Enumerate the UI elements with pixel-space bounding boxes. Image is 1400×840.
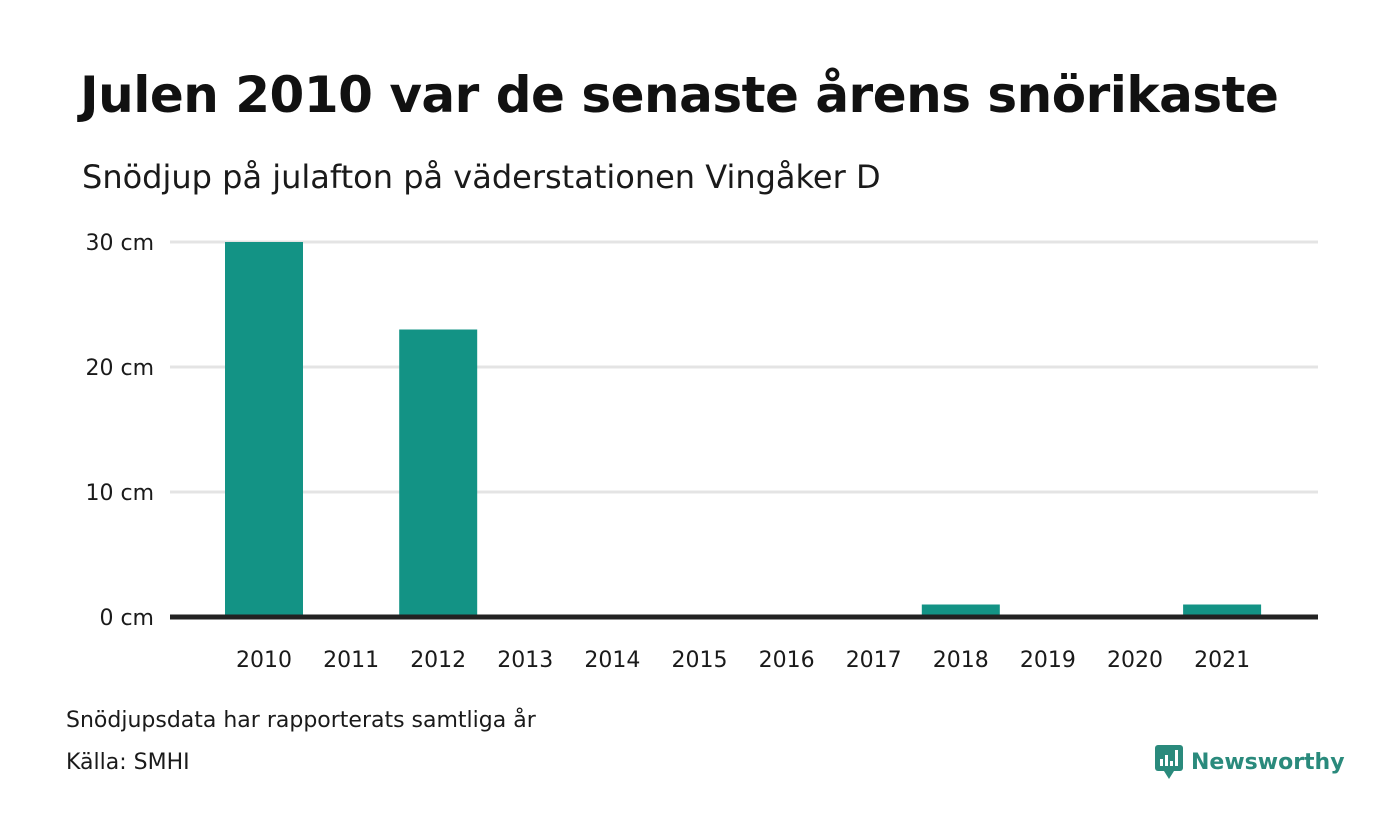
data-note: Snödjupsdata har rapporterats samtliga å… xyxy=(66,708,536,733)
x-tick-label: 2012 xyxy=(410,648,466,673)
axes: 0 cm 10 cm 20 cm 30 cm 2010 2011 2012 2013 2014 2… xyxy=(85,231,1318,673)
x-tick-label: 2013 xyxy=(497,648,553,673)
bar-2018 xyxy=(921,604,1000,617)
bar-2010 xyxy=(225,242,303,617)
x-tick-label: 2014 xyxy=(584,648,640,673)
x-tick-label: 2015 xyxy=(672,648,728,673)
x-tick-label: 2018 xyxy=(933,648,989,673)
bar-chart: 0 cm 10 cm 20 cm 30 cm 2010 2011 2012 2013 2014 2… xyxy=(85,231,1318,673)
y-tick-label: 10 cm xyxy=(85,481,154,506)
newsworthy-logo-icon xyxy=(1155,745,1183,779)
x-tick-label: 2010 xyxy=(236,648,292,673)
bar-2012 xyxy=(399,329,478,617)
x-tick-label: 2016 xyxy=(759,648,815,673)
source-note: Källa: SMHI xyxy=(66,750,190,775)
x-tick-label: 2020 xyxy=(1107,648,1163,673)
chart-subtitle: Snödjup på julafton på väderstationen Vi… xyxy=(82,158,881,196)
y-tick-label: 30 cm xyxy=(85,231,154,256)
y-tick-label: 0 cm xyxy=(99,606,154,631)
brand-name: Newsworthy xyxy=(1191,749,1345,775)
y-tick-label: 20 cm xyxy=(85,356,154,381)
x-tick-label: 2021 xyxy=(1194,648,1250,673)
x-tick-label: 2011 xyxy=(323,648,379,673)
bars xyxy=(225,242,1262,617)
x-tick-label: 2019 xyxy=(1020,648,1076,673)
brand-logo: Newsworthy xyxy=(1155,745,1345,779)
x-tick-label: 2017 xyxy=(846,648,902,673)
chart-title: Julen 2010 var de senaste årens snörikas… xyxy=(80,66,1279,124)
bar-2021 xyxy=(1183,604,1262,617)
grid-lines xyxy=(170,240,1318,494)
